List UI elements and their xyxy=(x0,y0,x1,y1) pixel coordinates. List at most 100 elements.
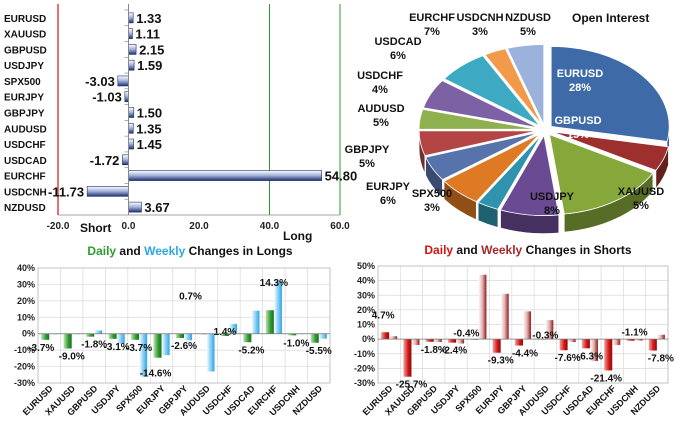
value-label-eurjpy: -1.03 xyxy=(92,90,122,105)
value-label-usdcad: -6.3% xyxy=(577,351,603,362)
weekly-bar-eurchf xyxy=(612,339,621,345)
y-tick-label: 40% xyxy=(357,276,375,286)
slice-spx500 xyxy=(477,134,542,210)
slice-usdchf xyxy=(418,108,538,130)
value-label-gbpusd: -1.8% xyxy=(81,340,107,351)
bar-usdjpy xyxy=(128,59,135,71)
daily-bar-spx500 xyxy=(130,333,140,340)
slice-percent-nzdusd: 5% xyxy=(520,26,536,38)
value-label-nzdusd: 3.67 xyxy=(144,200,169,215)
daily-bar-eurusd xyxy=(381,332,390,340)
title-part: Changes in Longs xyxy=(185,244,293,258)
daily-bar-usdjpy xyxy=(108,333,117,339)
bar-nzdusd xyxy=(128,201,142,213)
bar-usdchf xyxy=(128,138,134,150)
plot-area xyxy=(58,4,340,215)
slice-eurchf xyxy=(443,55,541,127)
slice-name-eurjpy: EURJPY xyxy=(366,181,411,193)
value-label-nzdusd: -5.5% xyxy=(306,346,332,357)
weekly-bar-spx500 xyxy=(478,274,487,340)
weekly-bar-gbpjpy xyxy=(184,333,193,341)
value-label-audusd: -0.3% xyxy=(532,331,558,342)
value-label-eurchf: 14.3% xyxy=(260,278,288,289)
value-label-audusd: 1.35 xyxy=(136,121,161,136)
category-label-gbpjpy: GBPJPY xyxy=(4,109,45,120)
weekly-bar-audusd xyxy=(545,320,554,340)
daily-bar-xauusd xyxy=(403,339,412,377)
x-tick-label: 0.0 xyxy=(122,221,136,232)
value-label-eurjpy: -14.6% xyxy=(140,369,172,380)
y-tick-label: 50% xyxy=(357,261,375,271)
slice-nzdusd xyxy=(506,44,545,125)
slice-name-xauusd: XAUUSD xyxy=(618,186,665,198)
slice-percent-usdcnh: 3% xyxy=(472,26,488,38)
slice-name-gbpusd: GBPUSD xyxy=(554,115,601,127)
weekly-bar-usdchf xyxy=(567,339,576,343)
weekly-bar-usdchf xyxy=(228,323,238,334)
y-tick-label: 0% xyxy=(22,329,35,339)
daily-bar-eurchf xyxy=(604,339,613,371)
value-label-usdcnh: -1.1% xyxy=(621,328,647,339)
category-label-usdchf: USDCHF xyxy=(4,140,46,151)
value-label-audusd: 0.7% xyxy=(179,292,202,303)
net-positioning-chart: -20.0 0.0 20.0 40.0 60.0 EURUSD 1.33 XAUUSD 1.11… xyxy=(4,4,357,243)
slice-name-gbpjpy: GBPJPY xyxy=(345,144,390,156)
weekly-bar-gbpjpy xyxy=(523,311,532,340)
slice-percent-gbpjpy: 5% xyxy=(359,158,375,170)
title-part: Changes in Shorts xyxy=(522,243,632,257)
weekly-bar-usdcad xyxy=(589,339,598,362)
slice-percent-gbpusd: 15% xyxy=(567,129,589,141)
longs-changes-chart: Daily and Weekly Changes in Longs -30% -20… xyxy=(14,244,332,418)
daily-bar-gbpjpy xyxy=(514,339,523,346)
daily-bar-usdchf xyxy=(559,339,568,351)
title-part: Weekly xyxy=(144,244,185,258)
slice-usdcnh xyxy=(484,48,543,126)
chart-title: Daily and Weekly Changes in Shorts xyxy=(424,243,632,257)
plot-frame xyxy=(37,267,331,384)
daily-bar-eurusd xyxy=(41,333,50,340)
chart-title: Daily and Weekly Changes in Longs xyxy=(87,244,293,258)
value-label-usdcnh: -1.0% xyxy=(283,338,309,349)
y-tick-label: -30% xyxy=(354,378,375,388)
slice-percent-spx500: 3% xyxy=(424,202,440,214)
weekly-bar-eurchf xyxy=(273,281,282,334)
x-tick-label: 20.0 xyxy=(189,221,209,232)
category-label-spx500: SPX500 xyxy=(4,77,41,88)
slice-percent-usdcad: 6% xyxy=(390,50,406,62)
title-part: Daily xyxy=(424,243,453,257)
value-label-eurusd: 4.7% xyxy=(372,310,395,321)
y-tick-label: -30% xyxy=(14,378,35,388)
value-label-usdjpy: -3.1% xyxy=(104,342,130,353)
value-label-spx500: -3.03 xyxy=(85,74,115,89)
value-label-usdjpy: -2.4% xyxy=(441,346,467,357)
weekly-bar-xauusd xyxy=(411,339,420,345)
weekly-bar-spx500 xyxy=(139,333,148,377)
category-label-usdcnh: USDCNH xyxy=(4,187,47,198)
weekly-bar-audusd xyxy=(206,333,215,372)
short-label: Short xyxy=(80,221,111,235)
daily-bar-usdchf xyxy=(220,333,229,337)
slice-percent-usdchf: 4% xyxy=(372,84,388,96)
y-tick-label: -20% xyxy=(14,362,35,372)
slice-percent-usdjpy: 8% xyxy=(544,205,560,217)
weekly-bar-nzdusd xyxy=(656,334,665,340)
daily-bar-gbpusd xyxy=(425,339,434,342)
y-tick-label: 20% xyxy=(357,305,375,315)
category-label-usdjpy: USDJPY xyxy=(4,61,44,72)
daily-bar-gbpusd xyxy=(86,333,95,337)
shorts-changes-chart: Daily and Weekly Changes in Shorts -30% -2… xyxy=(354,243,674,418)
value-label-eurjpy: -9.3% xyxy=(488,356,514,367)
value-label-eurchf: -21.4% xyxy=(590,373,622,384)
value-label-nzdusd: -7.8% xyxy=(648,354,674,365)
y-tick-label: -20% xyxy=(354,363,375,373)
value-label-gbpusd: -1.8% xyxy=(421,345,447,356)
bar-eurchf xyxy=(128,170,322,181)
value-label-eurchf: 54.80 xyxy=(325,169,358,184)
bar-eurusd xyxy=(128,12,134,24)
weekly-bar-eurjpy xyxy=(161,333,170,356)
weekly-bar-usdjpy xyxy=(116,333,125,344)
value-label-eurusd: 1.33 xyxy=(136,11,161,26)
slice-gbpjpy xyxy=(425,132,539,181)
weekly-bar-usdcad xyxy=(251,310,260,334)
slice-xauusd xyxy=(552,131,669,171)
